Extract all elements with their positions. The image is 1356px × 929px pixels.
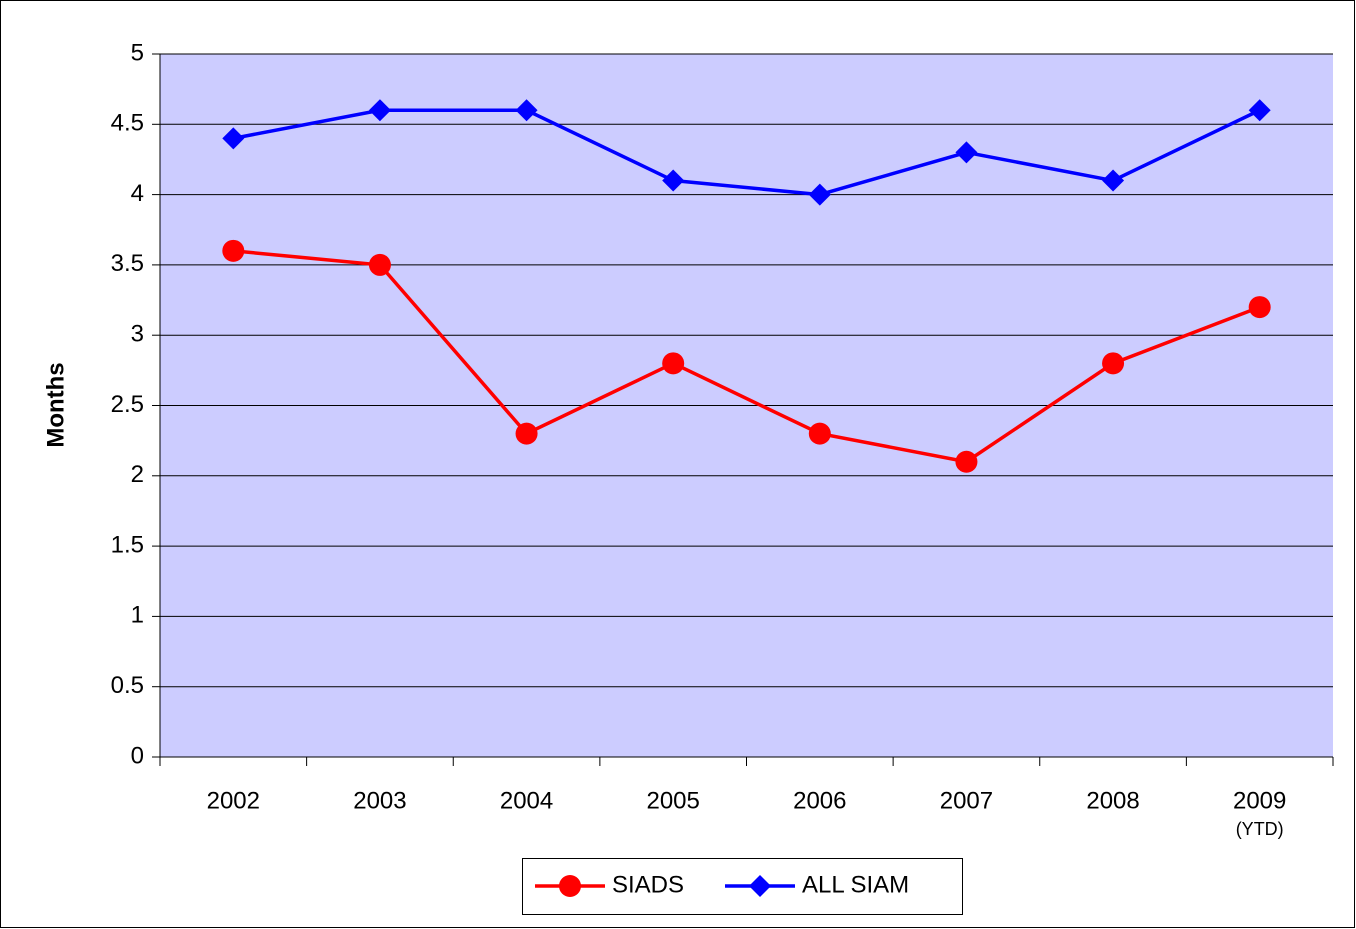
data-point [808, 422, 831, 445]
data-point [1102, 352, 1125, 375]
data-point [955, 141, 978, 164]
data-point [222, 127, 245, 150]
data-point [662, 169, 685, 192]
y-axis-label: Months [42, 362, 69, 447]
y-tick-label: 5 [131, 39, 144, 66]
y-tick-label: 0.5 [111, 672, 144, 699]
y-tick-label: 4 [131, 180, 144, 207]
series-line [232, 108, 1261, 197]
data-point [222, 239, 245, 262]
legend: SIADS ALL SIAM [522, 858, 963, 915]
y-tick-label: 2.5 [111, 391, 144, 418]
data-point [368, 99, 391, 122]
data-point [515, 99, 538, 122]
data-point [808, 183, 831, 206]
legend-label: SIADS [612, 871, 684, 898]
y-tick-label: 3 [131, 321, 144, 348]
data-point [955, 450, 978, 473]
legend-swatch-marker [749, 875, 771, 897]
data-point [515, 422, 538, 445]
x-tick-label: 2006 [793, 787, 846, 814]
y-tick-label: 1 [131, 602, 144, 629]
data-point [1102, 169, 1125, 192]
x-tick-label: 2005 [646, 787, 699, 814]
series-line [233, 249, 1261, 464]
y-tick-label: 0 [131, 742, 144, 769]
legend-swatch-marker [559, 875, 581, 897]
y-tick-label: 2 [131, 461, 144, 488]
y-tick-label: 1.5 [111, 531, 144, 558]
x-tick-label: 2002 [207, 787, 260, 814]
data-point [1248, 99, 1271, 122]
data-point [368, 253, 391, 276]
data-point [662, 352, 685, 375]
x-tick-label: 2008 [1086, 787, 1139, 814]
x-tick-label: 2003 [353, 787, 406, 814]
x-tick-sublabel: (YTD) [1236, 819, 1284, 839]
x-tick-label: 2004 [500, 787, 553, 814]
x-tick-label: 2009 [1233, 787, 1286, 814]
y-tick-label: 3.5 [111, 250, 144, 277]
y-tick-label: 4.5 [111, 110, 144, 137]
data-point [1248, 296, 1271, 319]
x-tick-label: 2007 [940, 787, 993, 814]
legend-label: ALL SIAM [802, 871, 909, 898]
